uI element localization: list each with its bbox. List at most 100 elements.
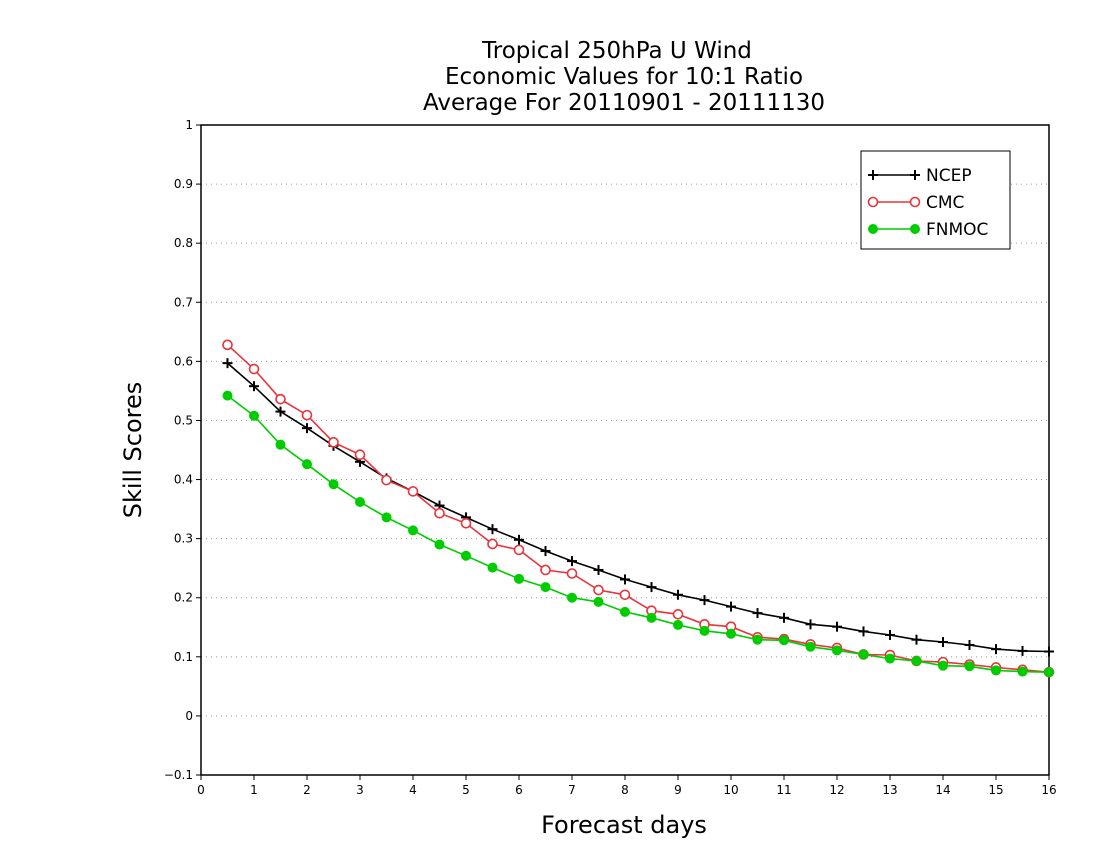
data-point-ncep: [938, 637, 948, 648]
y-tick-label: 0.1: [174, 650, 193, 664]
chart-title: Tropical 250hPa U Wind Economic Values f…: [423, 38, 825, 116]
data-point-ncep: [779, 612, 789, 623]
x-axis-title: Forecast days: [541, 811, 707, 839]
data-point-cmc: [381, 474, 392, 486]
x-axis-ticks: 0 1 2 3 4 5 6 7 8 9 10 11 12 13 14 15 16: [197, 775, 1057, 797]
data-point-cmc: [460, 517, 472, 529]
data-point-fnmoc: [752, 634, 763, 645]
data-point-fnmoc: [1044, 667, 1054, 678]
title-line-3: Average For 20110901 - 20111130: [423, 90, 825, 116]
data-point-ncep: [911, 634, 922, 645]
y-tick-label: 0.9: [174, 177, 193, 191]
legend-marker: [868, 170, 878, 180]
data-point-ncep: [487, 524, 498, 535]
x-tick-label: 16: [1041, 783, 1056, 797]
data-point-ncep: [885, 629, 895, 640]
series-line-ncep: [226, 362, 1050, 653]
data-point-fnmoc: [275, 439, 286, 450]
data-point-ncep: [858, 626, 869, 637]
data-point-ncep: [567, 556, 577, 567]
legend-item-ncep: NCEP: [868, 166, 972, 186]
data-point-ncep: [832, 621, 842, 632]
data-point-fnmoc: [991, 665, 1001, 676]
data-point-fnmoc: [885, 653, 895, 664]
data-point-cmc: [275, 393, 286, 405]
legend-marker: [910, 224, 920, 234]
data-point-cmc: [354, 449, 366, 461]
data-point-fnmoc: [832, 645, 842, 656]
data-point-fnmoc: [381, 512, 392, 523]
data-point-fnmoc: [726, 628, 736, 639]
data-point-ncep: [726, 601, 736, 612]
data-point-ncep: [620, 574, 630, 585]
legend-label: CMC: [926, 193, 964, 213]
series-fnmoc: [222, 390, 1054, 678]
legend-marker: [909, 196, 921, 208]
data-point-cmc: [328, 437, 339, 448]
data-point-fnmoc: [434, 539, 445, 550]
data-point-fnmoc: [408, 525, 418, 536]
data-point-ncep: [673, 589, 683, 600]
data-point-cmc: [487, 538, 498, 550]
data-point-fnmoc: [487, 562, 498, 573]
data-point-fnmoc: [1017, 666, 1028, 677]
y-tick-label: −0.1: [164, 768, 193, 782]
data-point-fnmoc: [964, 661, 975, 672]
y-tick-label: 0.5: [174, 413, 193, 427]
data-point-fnmoc: [328, 479, 339, 490]
data-point-fnmoc: [858, 649, 869, 660]
series-layer: [222, 339, 1055, 678]
series-line-cmc: [226, 344, 1050, 673]
data-point-ncep: [646, 582, 657, 593]
legend-items: NCEP CMC FNMOC: [867, 166, 988, 240]
data-point-fnmoc: [302, 459, 312, 470]
data-point-fnmoc: [222, 390, 233, 401]
data-point-fnmoc: [355, 497, 365, 507]
y-tick-label: 0.4: [174, 473, 193, 487]
data-point-fnmoc: [249, 410, 259, 421]
data-point-fnmoc: [699, 625, 710, 636]
legend-marker: [910, 170, 920, 180]
x-tick-label: 8: [621, 783, 629, 797]
data-point-fnmoc: [461, 550, 471, 561]
x-tick-label: 12: [829, 783, 844, 797]
x-tick-label: 5: [462, 783, 470, 797]
data-point-cmc: [513, 544, 525, 556]
x-tick-label: 2: [303, 783, 311, 797]
data-point-cmc: [566, 568, 578, 579]
gridlines: [201, 183, 1049, 717]
legend-label: NCEP: [926, 166, 972, 186]
data-point-ncep: [302, 423, 312, 434]
data-point-fnmoc: [911, 655, 922, 666]
x-tick-label: 14: [935, 783, 950, 797]
data-point-cmc: [248, 363, 260, 375]
legend-marker: [867, 196, 879, 208]
data-point-fnmoc: [646, 612, 657, 623]
data-point-cmc: [301, 409, 313, 421]
data-point-fnmoc: [540, 582, 551, 593]
data-point-ncep: [540, 546, 551, 557]
y-tick-label: 0: [185, 709, 193, 723]
data-point-cmc: [407, 486, 419, 497]
y-tick-label: 0.6: [174, 354, 193, 368]
series-cmc: [222, 339, 1055, 678]
data-point-ncep: [249, 381, 259, 392]
data-point-ncep: [1017, 645, 1028, 656]
data-point-cmc: [434, 507, 445, 519]
data-point-cmc: [593, 584, 604, 596]
y-axis-title: Skill Scores: [119, 382, 147, 519]
x-tick-label: 6: [515, 783, 523, 797]
data-point-fnmoc: [779, 635, 789, 646]
y-tick-label: 1: [185, 118, 193, 132]
data-point-ncep: [514, 534, 524, 545]
x-tick-label: 9: [674, 783, 682, 797]
x-tick-label: 13: [882, 783, 897, 797]
data-point-ncep: [275, 406, 286, 417]
series-line-fnmoc: [227, 394, 1050, 673]
data-point-cmc: [222, 339, 233, 351]
x-tick-label: 3: [356, 783, 364, 797]
title-line-1: Tropical 250hPa U Wind: [481, 38, 752, 64]
data-point-ncep: [699, 595, 710, 606]
series-ncep: [222, 358, 1054, 657]
